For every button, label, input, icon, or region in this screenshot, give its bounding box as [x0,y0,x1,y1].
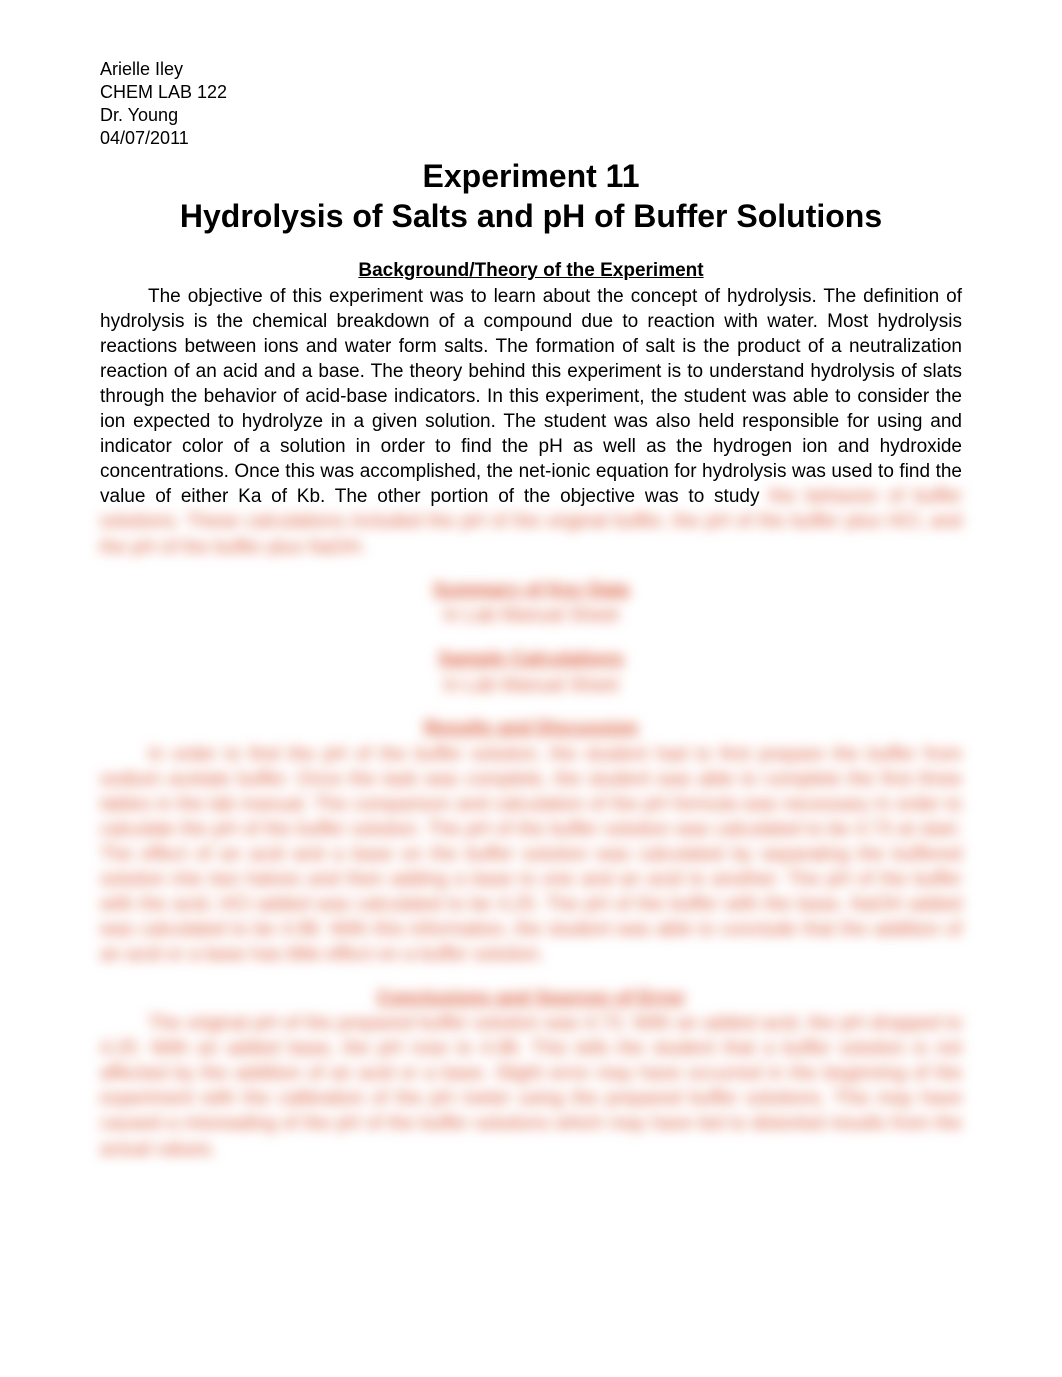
background-visible-text: The objective of this experiment was to … [100,286,962,508]
title-line-1: Experiment 11 [100,156,962,196]
summary-sub-blurred: In Lab Manual Sheet [100,603,962,629]
sample-heading-blurred: Sample Calculations [100,647,962,673]
date-line: 04/07/2011 [100,127,962,150]
document-page: Arielle Iley CHEM LAB 122 Dr. Young 04/0… [0,0,1062,1377]
course-line: CHEM LAB 122 [100,81,962,104]
results-heading-blurred: Results and Discussion [100,716,962,742]
spacer [100,560,962,578]
title-line-2: Hydrolysis of Salts and pH of Buffer Sol… [100,196,962,236]
sample-sub-blurred: In Lab Manual Sheet [100,673,962,699]
results-paragraph-blurred: In order to find the pH of the buffer so… [100,742,962,968]
title-block: Experiment 11 Hydrolysis of Salts and pH… [100,156,962,236]
background-heading: Background/Theory of the Experiment [100,258,962,284]
conclusions-paragraph-blurred: The original pH of the prepared buffer s… [100,1011,962,1161]
document-header: Arielle Iley CHEM LAB 122 Dr. Young 04/0… [100,58,962,150]
background-paragraph: The objective of this experiment was to … [100,284,962,560]
instructor-line: Dr. Young [100,104,962,127]
summary-heading-blurred: Summary of Key Data [100,578,962,604]
author-line: Arielle Iley [100,58,962,81]
conclusions-heading-blurred: Conclusions and Sources of Error [100,986,962,1012]
